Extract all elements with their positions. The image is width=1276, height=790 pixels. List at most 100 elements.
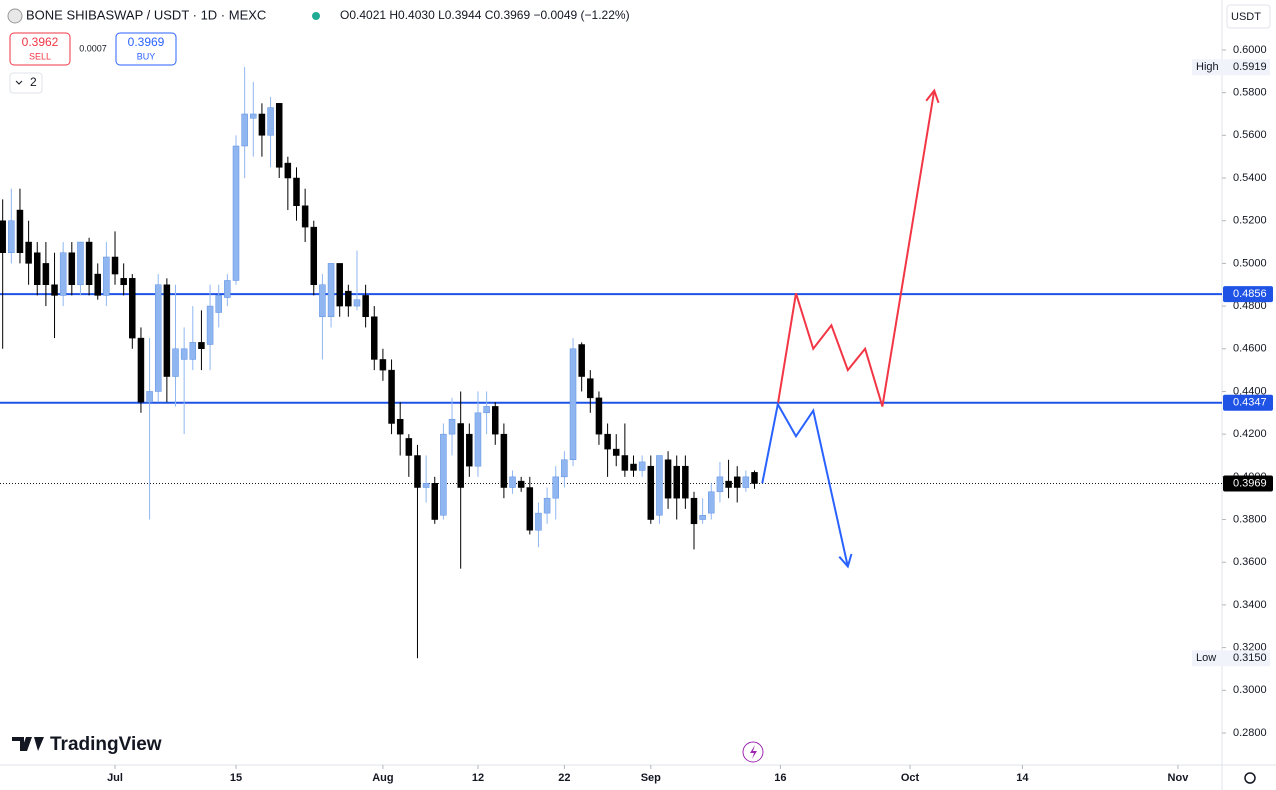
candle-body: [552, 476, 559, 499]
candle-body: [284, 162, 292, 179]
candle-body: [379, 359, 387, 371]
buy-button[interactable]: [115, 32, 177, 66]
candle-body: [25, 241, 32, 264]
candle-body: [8, 220, 15, 253]
brand: TradingView: [50, 734, 162, 755]
x-tick-label: 16: [774, 772, 786, 784]
x-tick-label: 12: [472, 772, 484, 784]
brand-logo: [12, 737, 44, 751]
candle-body: [422, 482, 430, 488]
candle-body: [543, 497, 551, 514]
candle-body: [716, 476, 724, 493]
candle-body: [250, 113, 257, 119]
candle-body: [154, 284, 162, 392]
y-tick-label: 0.5000: [1233, 257, 1267, 269]
candle-body: [561, 459, 568, 478]
candle-body: [673, 465, 680, 499]
y-tick-label: 0.3000: [1233, 684, 1267, 696]
sell-price[interactable]: 0.3962: [22, 35, 59, 49]
marker-value: 0.3150: [1233, 652, 1267, 664]
candle-body: [526, 487, 534, 531]
last-price-box: [1223, 475, 1273, 492]
projection-path: [776, 90, 936, 407]
marker-name: High: [1196, 61, 1219, 73]
candle-body: [604, 433, 611, 450]
candle-body: [301, 205, 309, 228]
buy-label[interactable]: BUY: [137, 51, 156, 61]
x-tick-label: Oct: [901, 772, 920, 784]
y-tick-label: 0.2800: [1233, 727, 1267, 739]
candle-body: [751, 472, 758, 484]
candle-body: [638, 461, 646, 471]
candle-body: [733, 476, 741, 488]
settings-icon[interactable]: [1244, 772, 1256, 784]
candle-body: [517, 480, 525, 488]
x-tick-label: 15: [230, 772, 242, 784]
candle-body: [33, 252, 41, 285]
candle-body: [742, 476, 750, 488]
candle-body: [16, 209, 24, 253]
candle-body: [232, 145, 240, 281]
candle-body: [371, 316, 378, 360]
candle-body: [293, 177, 300, 207]
status-dot: [312, 12, 320, 20]
candle-body: [690, 497, 698, 525]
candle-body: [664, 459, 672, 499]
x-tick-label: 22: [558, 772, 570, 784]
candle-body: [682, 465, 689, 499]
candle-body: [621, 455, 629, 471]
indicators-count[interactable]: 2: [30, 75, 37, 89]
candle-body: [206, 305, 214, 345]
symbol-icon: [7, 8, 23, 24]
currency-select[interactable]: [1226, 4, 1271, 29]
candle-body: [414, 455, 421, 488]
bolt: [750, 745, 757, 759]
candle-body: [241, 113, 248, 147]
candle-body: [587, 378, 594, 399]
candle-body: [353, 299, 361, 307]
candle-body: [51, 284, 58, 296]
candle-body: [172, 348, 179, 377]
candle-body: [0, 220, 6, 253]
candle-body: [111, 256, 119, 275]
level-price: 0.4347: [1233, 397, 1267, 409]
indicators-toggle[interactable]: [9, 72, 43, 94]
candle-body: [569, 348, 577, 461]
candle-body: [440, 433, 447, 516]
candle-body: [466, 433, 473, 467]
sell-label[interactable]: SELL: [29, 51, 51, 61]
x-tick-label: Aug: [372, 772, 393, 784]
level-price: 0.4856: [1233, 288, 1267, 300]
candle-body: [595, 397, 603, 435]
candle-body: [647, 465, 655, 520]
candle-body: [491, 406, 499, 435]
x-tick-label: Nov: [1168, 772, 1190, 784]
candle-body: [224, 280, 231, 298]
candle-body: [310, 226, 318, 285]
projection-path: [761, 401, 849, 567]
candle-body: [474, 412, 482, 467]
buy-price[interactable]: 0.3969: [128, 35, 165, 49]
x-tick-label: Sep: [641, 772, 661, 784]
y-tick-label: 0.3400: [1233, 599, 1267, 611]
candle-body: [137, 337, 145, 403]
candle-body: [215, 295, 222, 313]
candle-body: [68, 252, 76, 285]
candle-body: [59, 252, 67, 296]
ohlc: O0.4021 H0.4030 L0.3944 C0.3969 −0.0049 …: [340, 8, 630, 22]
sell-button[interactable]: [9, 32, 71, 66]
y-tick-label: 0.4800: [1233, 300, 1267, 312]
candle-body: [500, 433, 508, 488]
candle-body: [699, 515, 706, 520]
x-tick-label: 14: [1016, 772, 1029, 784]
y-tick-label: 0.4600: [1233, 343, 1267, 355]
arrow-head: [838, 553, 853, 569]
candle-body: [336, 263, 343, 307]
candle-body: [656, 455, 663, 516]
candle-body: [388, 369, 395, 424]
currency[interactable]: USDT: [1231, 11, 1261, 23]
candle-body: [103, 256, 110, 296]
candle-body: [94, 273, 101, 296]
level-price-box: [1223, 286, 1273, 303]
